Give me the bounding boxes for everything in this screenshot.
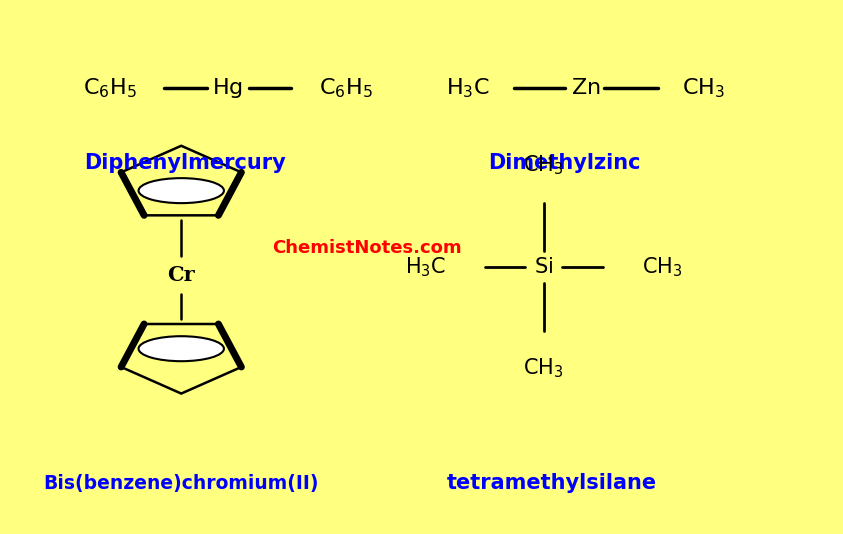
Text: $\rm Hg$: $\rm Hg$ bbox=[212, 76, 243, 100]
Text: $\rm Si$: $\rm Si$ bbox=[534, 257, 553, 277]
Text: Diphenylmercury: Diphenylmercury bbox=[84, 153, 287, 173]
Text: $\rm CH_3$: $\rm CH_3$ bbox=[524, 357, 564, 380]
Text: $\rm CH_3$: $\rm CH_3$ bbox=[524, 154, 564, 177]
Ellipse shape bbox=[138, 178, 224, 203]
Text: $\rm C_6H_5$: $\rm C_6H_5$ bbox=[319, 76, 373, 100]
Text: ChemistNotes.com: ChemistNotes.com bbox=[272, 239, 461, 257]
Text: $\rm Zn$: $\rm Zn$ bbox=[572, 77, 600, 99]
Text: $\rm CH_3$: $\rm CH_3$ bbox=[683, 76, 725, 100]
Text: $\rm C_6H_5$: $\rm C_6H_5$ bbox=[83, 76, 137, 100]
Text: $\rm H_3C$: $\rm H_3C$ bbox=[405, 255, 446, 279]
Text: Dimethylzinc: Dimethylzinc bbox=[489, 153, 641, 173]
Text: $\rm CH_3$: $\rm CH_3$ bbox=[642, 255, 682, 279]
Text: tetramethylsilane: tetramethylsilane bbox=[447, 473, 658, 493]
Text: Cr: Cr bbox=[168, 265, 195, 285]
Text: $\rm H_3C$: $\rm H_3C$ bbox=[446, 76, 490, 100]
Ellipse shape bbox=[138, 336, 224, 361]
Text: Bis(benzene)chromium(II): Bis(benzene)chromium(II) bbox=[44, 474, 319, 493]
